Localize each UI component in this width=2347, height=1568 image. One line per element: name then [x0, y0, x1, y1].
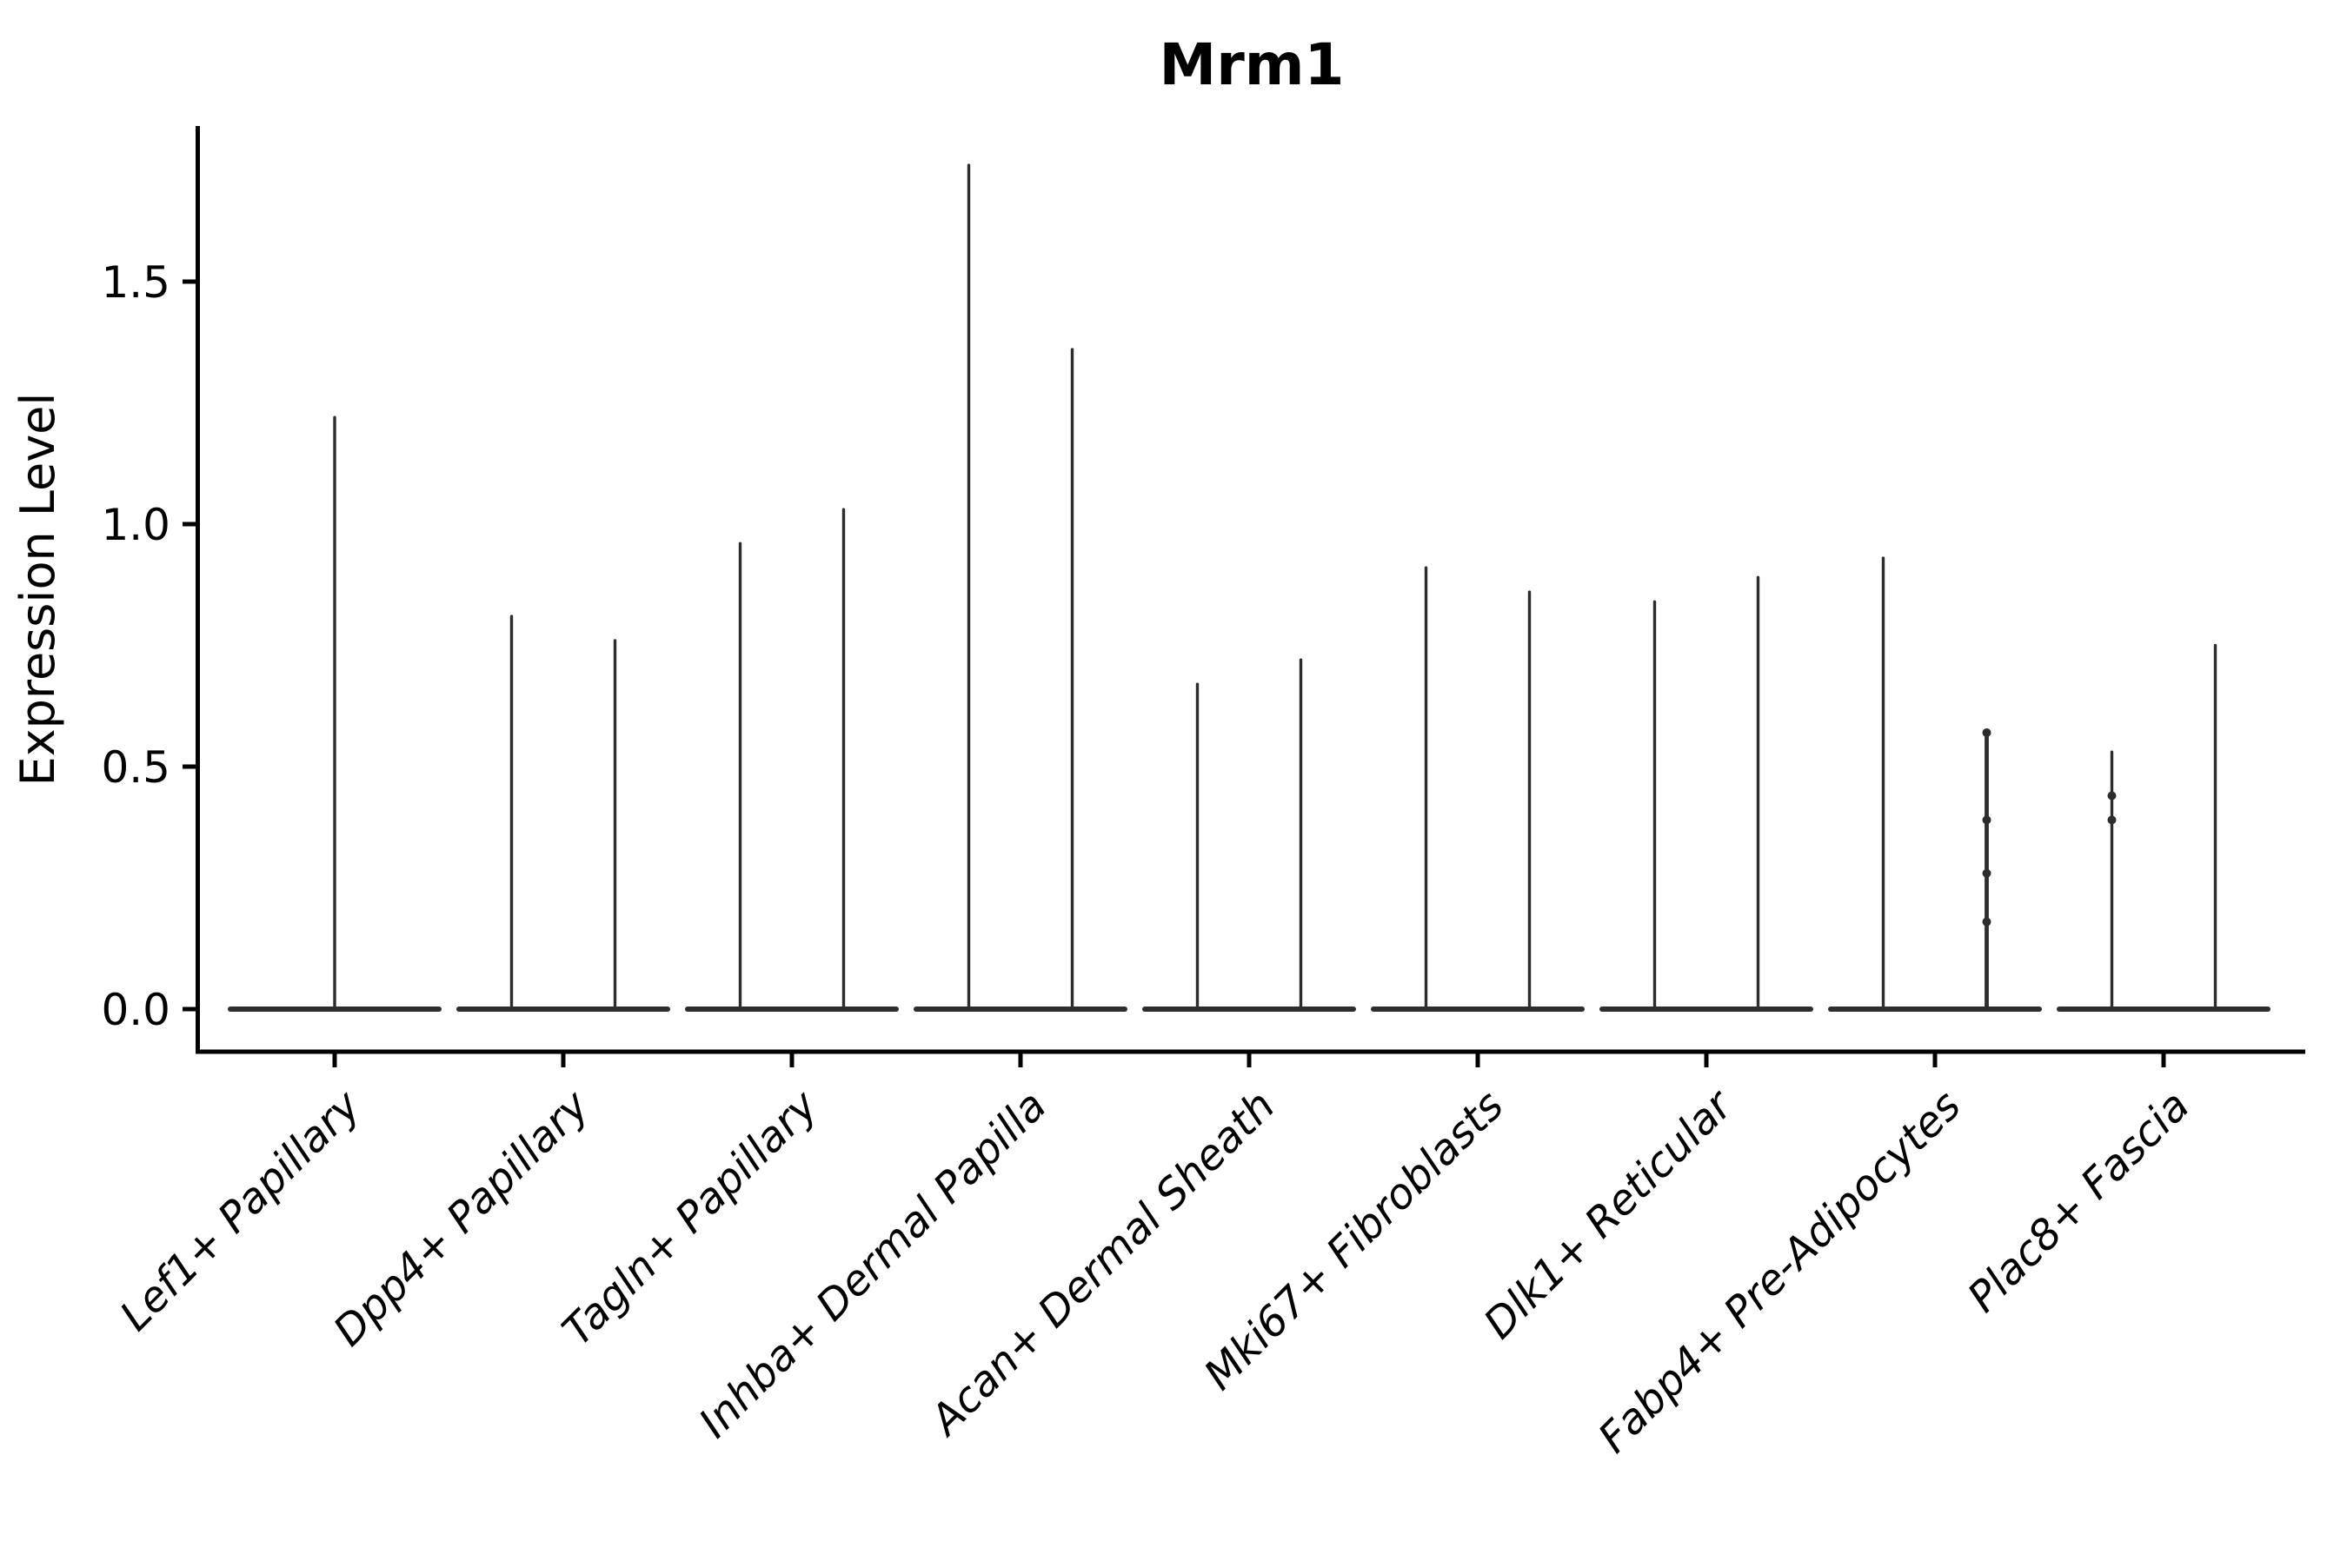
x-tick-label: Dlk1+ Reticular	[1474, 1080, 1744, 1349]
y-tick-label: 1.5	[101, 257, 170, 308]
y-axis-label: Expression Level	[10, 393, 65, 787]
x-tick-label: Tagln+ Papillary	[553, 1081, 828, 1356]
chart-title: Mrm1	[1160, 31, 1345, 98]
y-tick-label: 0.0	[101, 985, 170, 1035]
violin-point	[2107, 791, 2117, 801]
violin-point	[1982, 868, 1991, 878]
violin-point	[1982, 815, 1991, 825]
violin-point	[1982, 728, 1991, 737]
y-tick-label: 1.0	[101, 500, 170, 550]
x-tick-label: Dpp4+ Papillary	[324, 1081, 599, 1356]
axes-layer	[183, 126, 2305, 1067]
x-tick-label: Plac8+ Fascia	[1958, 1081, 2199, 1322]
x-tick-label: Lef1+ Papillary	[111, 1081, 371, 1341]
violin-point	[2107, 815, 2117, 825]
violin-point	[1982, 917, 1991, 927]
violins-layer	[228, 163, 2271, 1012]
x-tick-label: Fabp4+ Pre-Adipocytes	[1589, 1081, 1971, 1463]
y-tick-label: 0.5	[101, 742, 170, 793]
